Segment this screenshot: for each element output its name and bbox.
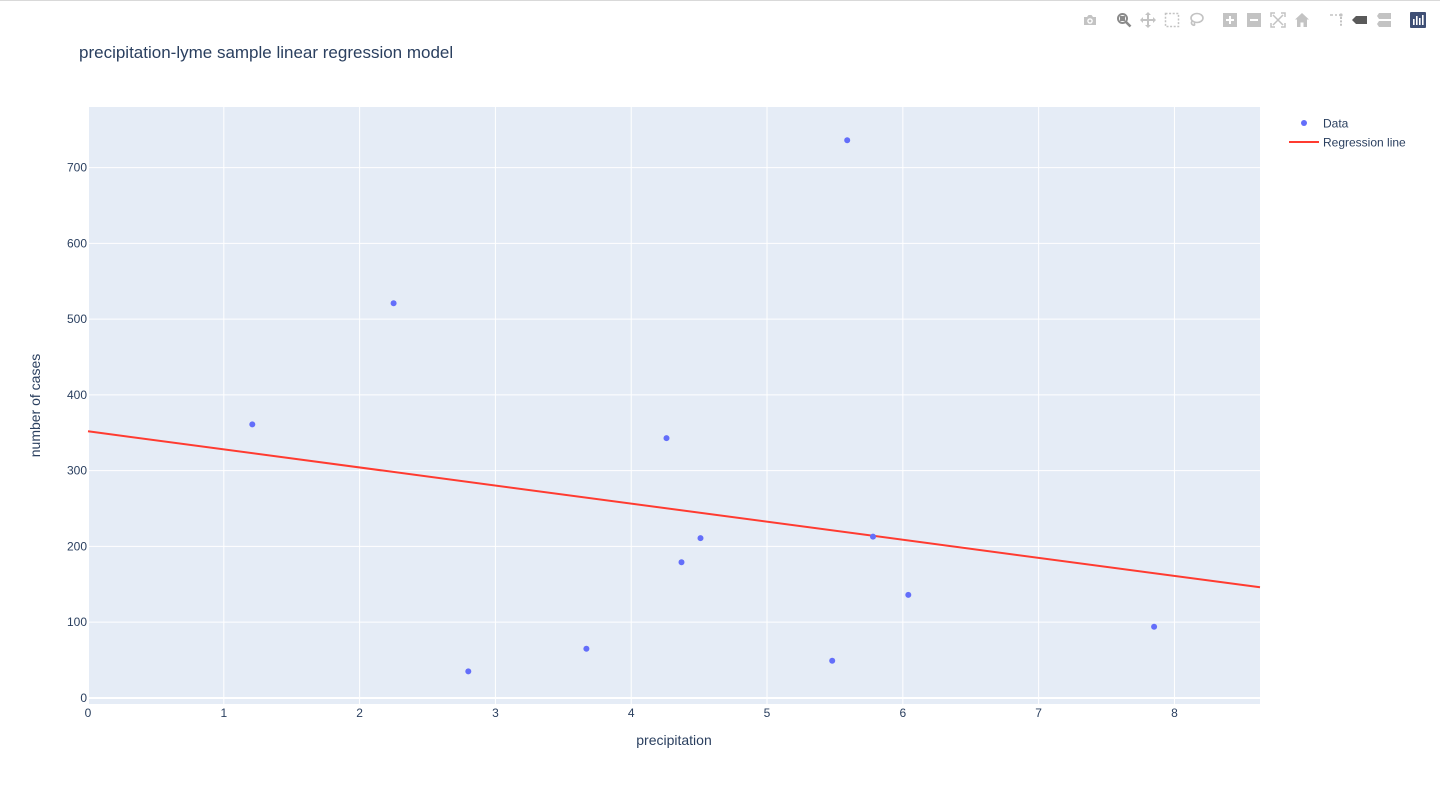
legend: Data Regression line (1289, 117, 1406, 150)
modebar-group-export (1076, 10, 1100, 30)
modebar (1066, 10, 1428, 30)
data-point[interactable] (249, 421, 256, 428)
x-tick-label: 4 (628, 706, 635, 720)
zoom-in-icon[interactable] (1220, 10, 1240, 30)
y-tick-label: 400 (67, 388, 87, 402)
data-point[interactable] (1151, 623, 1158, 630)
modebar-group-hover (1322, 10, 1394, 30)
autoscale-icon[interactable] (1268, 10, 1288, 30)
top-border (0, 0, 1440, 1)
box-select-icon[interactable] (1162, 10, 1182, 30)
x-tick-label: 5 (764, 706, 771, 720)
zoom-out-icon[interactable] (1244, 10, 1264, 30)
data-point[interactable] (678, 559, 685, 566)
data-point[interactable] (844, 137, 851, 144)
modebar-group-zoom (1216, 10, 1312, 30)
data-point[interactable] (829, 657, 836, 664)
y-tick-label: 700 (67, 161, 87, 175)
y-tick-label: 100 (67, 615, 87, 629)
grid-layer (87, 107, 1260, 704)
hover-compare-icon[interactable] (1374, 10, 1394, 30)
data-point[interactable] (583, 645, 590, 652)
y-tick-label: 500 (67, 312, 87, 326)
legend-item[interactable]: Regression line (1289, 136, 1406, 150)
x-tick-label: 2 (356, 706, 363, 720)
y-axis-title: number of cases (27, 354, 43, 458)
data-point[interactable] (465, 668, 472, 675)
y-tick-label: 0 (80, 691, 87, 705)
data-point[interactable] (697, 535, 704, 542)
modebar-group-drag (1110, 10, 1206, 30)
data-point[interactable] (870, 533, 876, 540)
x-axis-title: precipitation (636, 732, 712, 748)
x-tick-label: 1 (220, 706, 227, 720)
plot-area[interactable] (88, 107, 1260, 704)
tick-label-layer: 0 1 2 3 4 5 6 7 8 0 100 200 300 400 500 600 700 (67, 161, 1178, 720)
data-point[interactable] (905, 591, 912, 598)
modebar-group-logo (1404, 10, 1428, 30)
legend-label: Regression line (1323, 136, 1406, 150)
x-tick-label: 3 (492, 706, 499, 720)
lasso-select-icon[interactable] (1186, 10, 1206, 30)
hover-closest-icon[interactable] (1350, 10, 1370, 30)
spikelines-icon[interactable] (1326, 10, 1346, 30)
legend-item[interactable]: Data (1301, 117, 1349, 131)
plotly-logo-icon[interactable] (1408, 10, 1428, 30)
x-tick-label: 7 (1035, 706, 1042, 720)
legend-marker (1301, 120, 1307, 126)
data-layer (87, 137, 1261, 675)
reset-axes-icon[interactable] (1292, 10, 1312, 30)
data-point[interactable] (663, 435, 670, 442)
y-tick-label: 200 (67, 539, 87, 553)
regression-line[interactable] (87, 430, 1261, 589)
y-tick-label: 600 (67, 236, 87, 250)
x-tick-label: 0 (85, 706, 92, 720)
camera-icon[interactable] (1080, 10, 1100, 30)
pan-icon[interactable] (1138, 10, 1158, 30)
x-tick-label: 8 (1171, 706, 1178, 720)
legend-label: Data (1323, 117, 1349, 131)
zoom-icon[interactable] (1114, 10, 1134, 30)
y-tick-label: 300 (67, 464, 87, 478)
chart-title: precipitation-lyme sample linear regress… (79, 43, 453, 62)
x-tick-label: 6 (899, 706, 906, 720)
data-point[interactable] (390, 300, 397, 307)
